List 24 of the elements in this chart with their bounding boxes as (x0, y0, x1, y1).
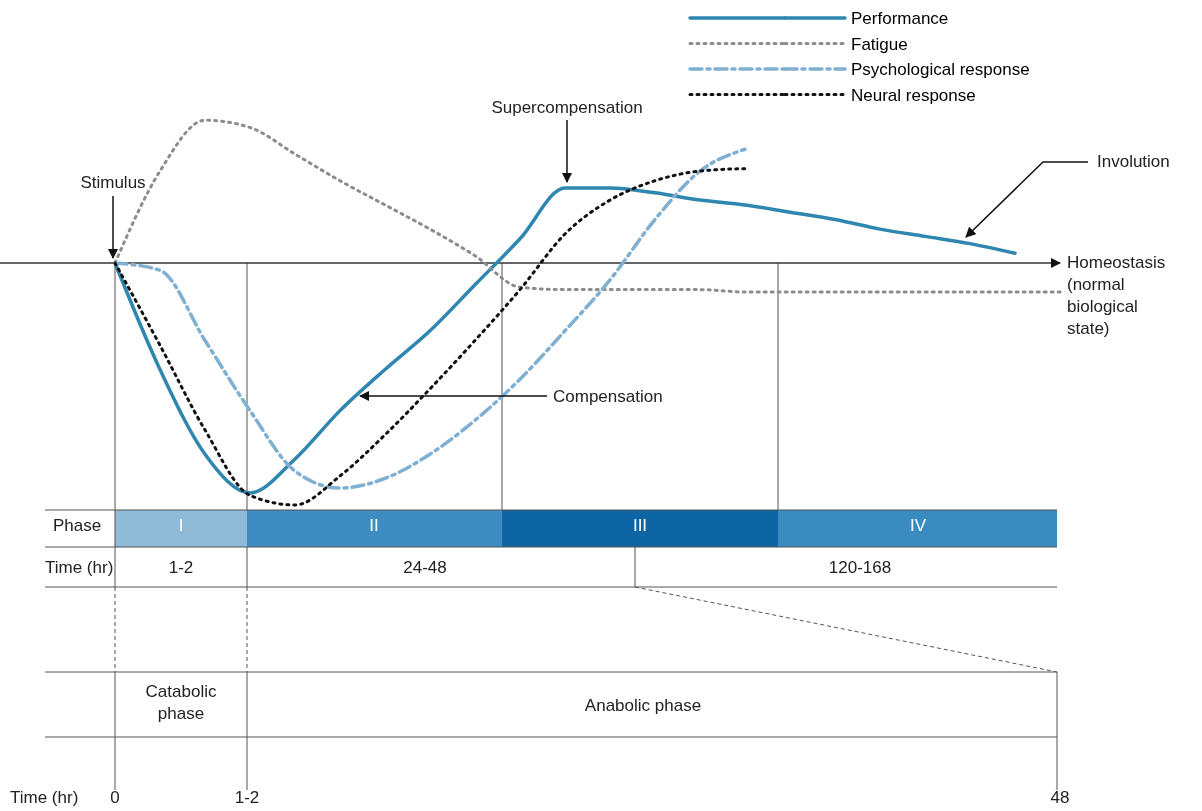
legend-label: Psychological response (851, 60, 1030, 79)
text: Phase (52, 516, 102, 535)
annotation: Compensation (553, 387, 663, 406)
annotation: Stimulus (80, 173, 146, 192)
text: II (369, 516, 379, 535)
legend-label: Performance (851, 9, 949, 28)
annotation: Homeostasis (normal biological state) (1067, 253, 1166, 338)
legend-label: Fatigue (851, 34, 908, 54)
text: Time (hr) (45, 558, 114, 577)
text: 1-2 (168, 558, 194, 577)
text: 48 (1050, 788, 1070, 807)
text: 120-168 (828, 558, 892, 577)
text: 24-48 (403, 558, 447, 577)
text: Catabolic phase (145, 682, 217, 723)
text: Involution (1097, 152, 1170, 171)
text: Time (hr) (10, 788, 79, 807)
text: IV (909, 516, 927, 535)
text: 1-2 (234, 788, 260, 807)
text: 0 (110, 788, 120, 807)
text: Supercompensation (491, 98, 643, 117)
text: III (632, 516, 648, 535)
legend-label: Neural response (851, 85, 976, 105)
text: Anabolic phase (584, 696, 702, 715)
text: I (178, 516, 184, 535)
